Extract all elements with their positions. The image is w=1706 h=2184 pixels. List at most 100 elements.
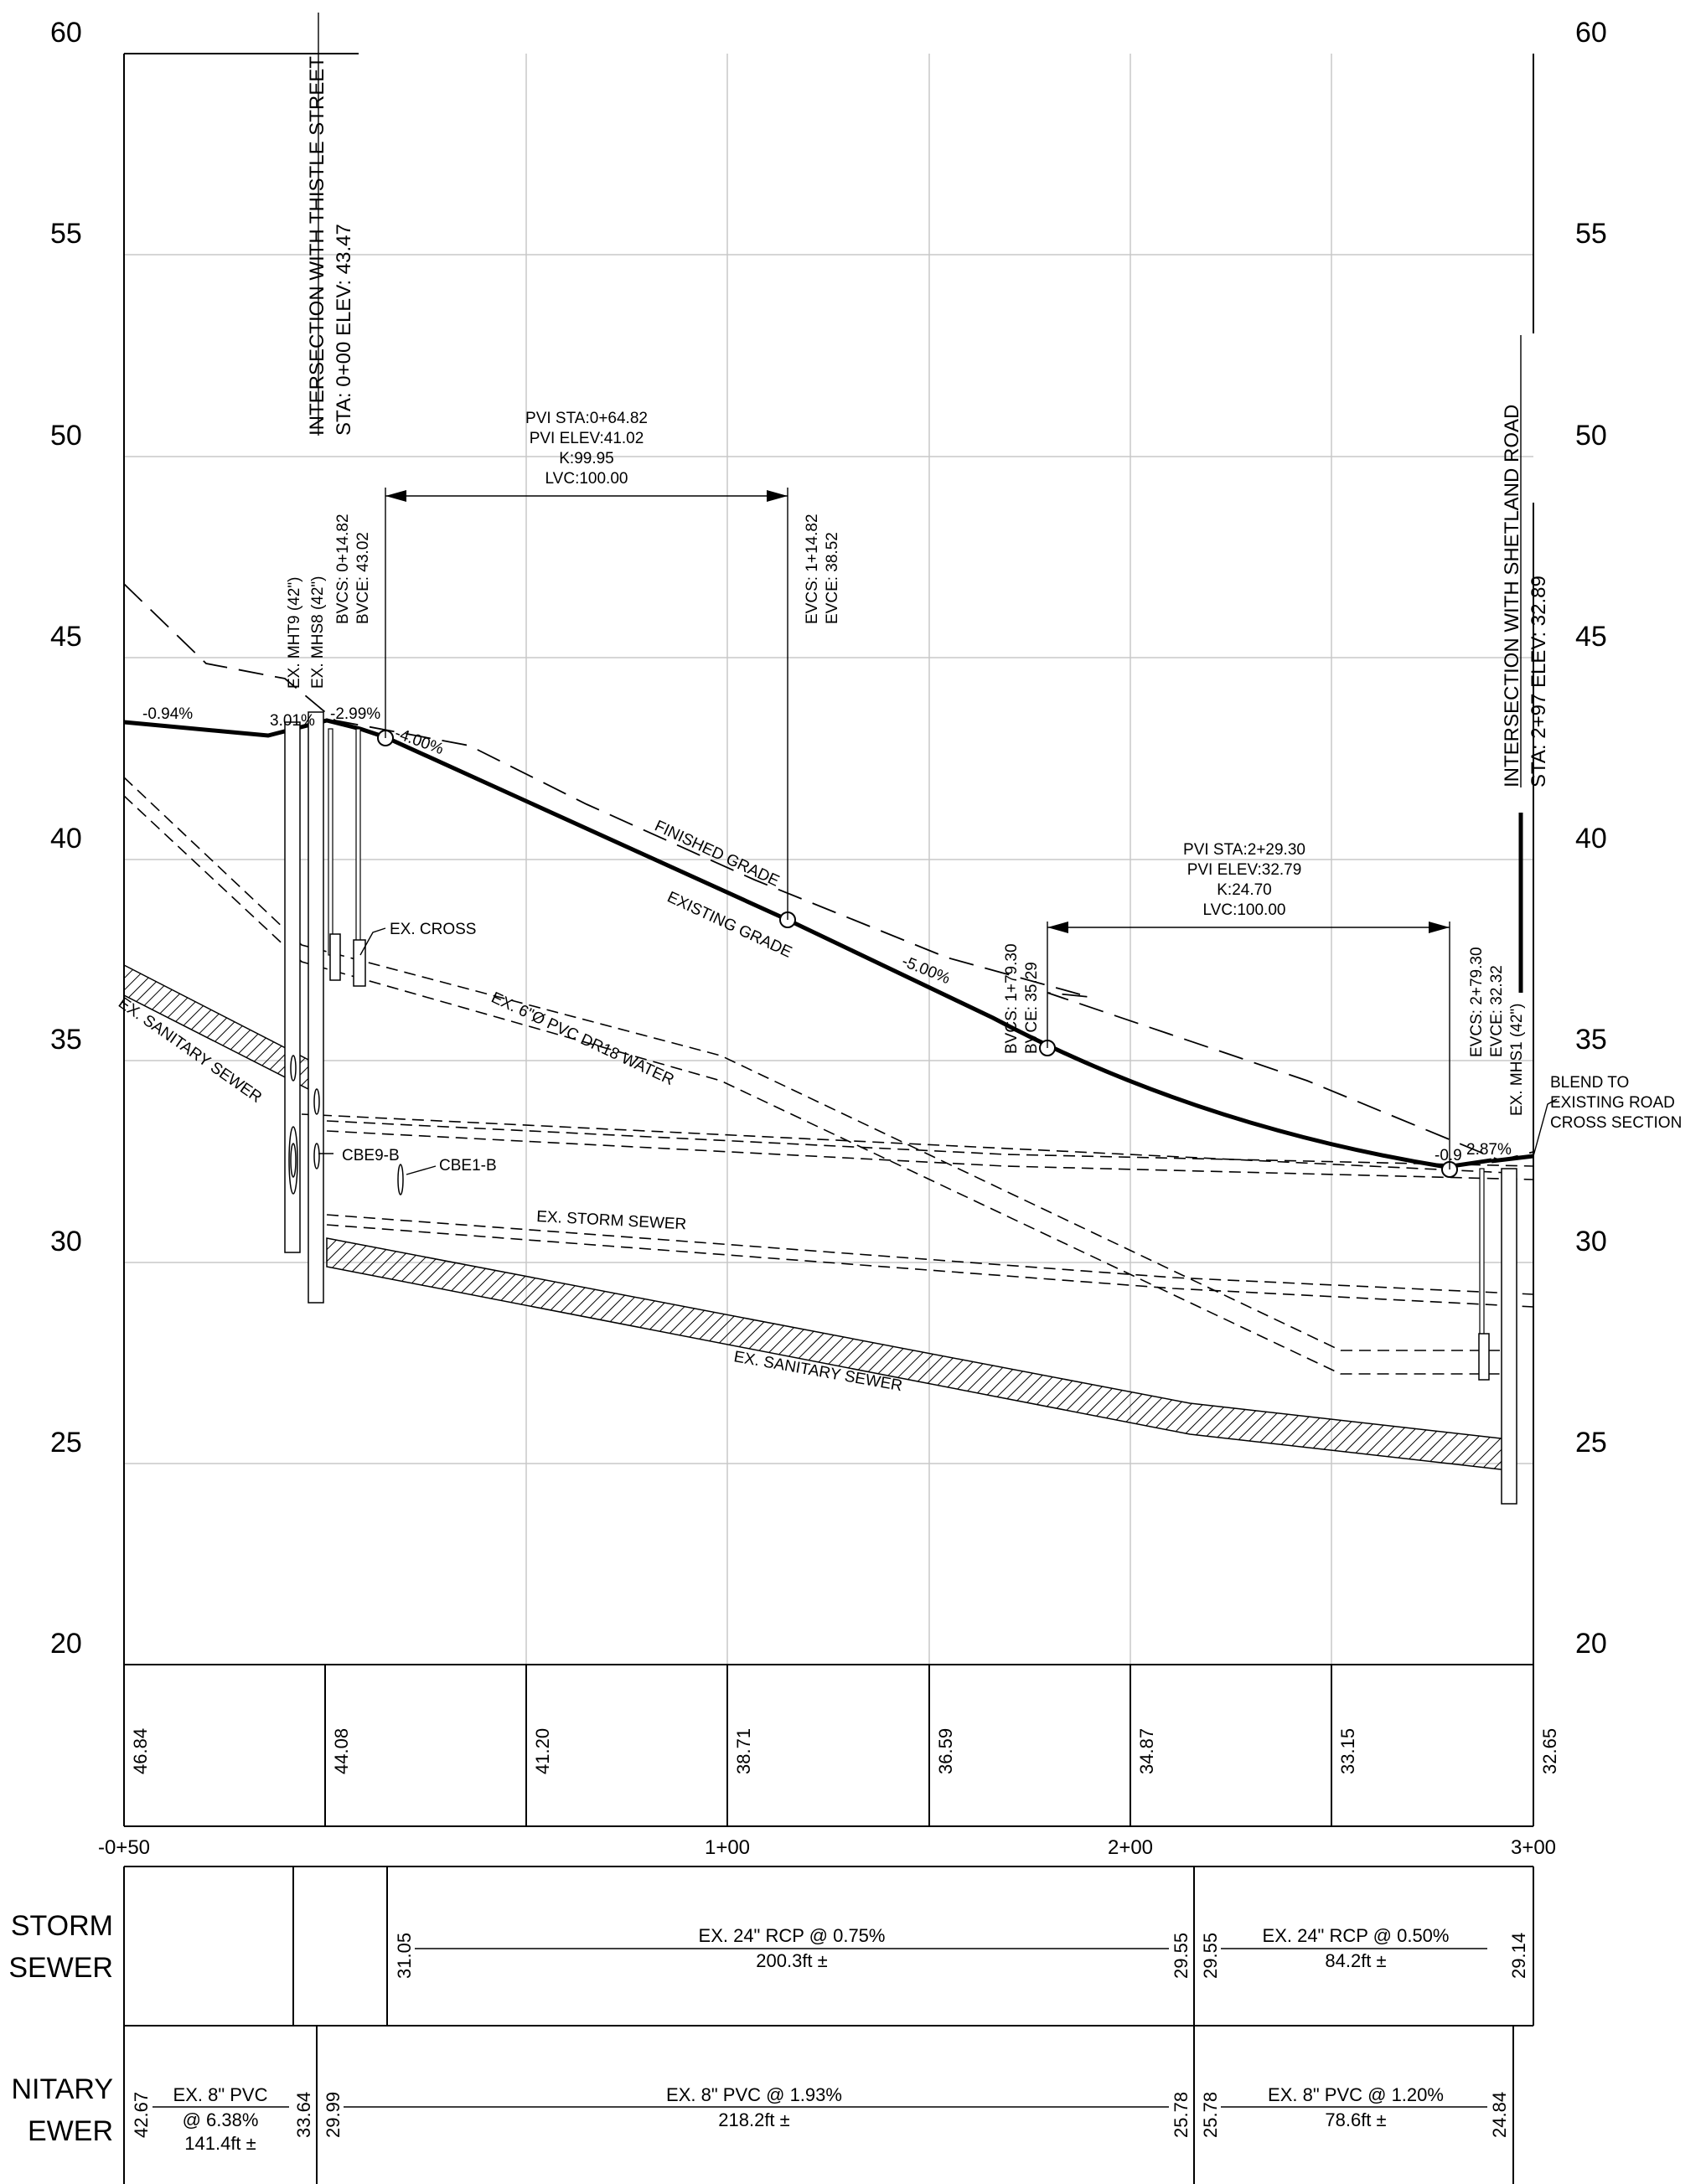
left-axis-label: 55 (50, 218, 82, 250)
ex-cross-label: EX. CROSS (390, 921, 476, 938)
intersection-start-label: INTERSECTION WITH THISTLE STREET STA: 0+… (306, 13, 355, 436)
blend-note-line: EXISTING ROAD (1550, 1094, 1675, 1112)
sanitary-invert: 25.78 (1200, 2092, 1221, 2138)
ground-elevation: 36.59 (935, 1728, 956, 1774)
grade-label: -2.99% (330, 705, 380, 723)
crest-pvi-elev: PVI ELEV:41.02 (530, 430, 644, 447)
left-axis-label: 25 (50, 1427, 82, 1459)
crest-evce-label: EVCE: 38.52 (824, 532, 841, 624)
station-label: 3+00 (1511, 1836, 1556, 1859)
sanitary-invert: 33.64 (293, 2092, 314, 2138)
grade-label: 3.01% (270, 712, 315, 730)
storm-pipe-length: 200.3ft ± (756, 1950, 827, 1971)
manhole-structures (284, 711, 1558, 1505)
ground-elevation: 41.20 (532, 1728, 553, 1774)
grade-label: 2.87% (1466, 1141, 1512, 1159)
intersection-start-sta: STA: 0+00 ELEV: 43.47 (333, 224, 355, 436)
right-axis-label: 35 (1575, 1024, 1607, 1056)
left-elevation-axis: 60 55 50 45 40 35 30 25 20 (50, 17, 82, 1660)
blend-note: BLEND TO EXISTING ROAD CROSS SECTION (1550, 1074, 1682, 1132)
existing-grade-label: EXISTING GRADE (664, 888, 794, 961)
storm-pipe-length: 84.2ft ± (1325, 1950, 1386, 1971)
sag-pvi-sta: PVI STA:2+29.30 (1183, 841, 1305, 859)
storm-sewer-table: STORM SEWER 31.05 EX. 24" RCP @ 0.75% 20… (8, 1866, 1534, 2184)
intersection-end-label: INTERSECTION WITH SHETLAND ROAD STA: 2+9… (1501, 335, 1550, 787)
intersection-end-sta: STA: 2+97 ELEV: 32.89 (1528, 576, 1550, 787)
sag-lvc: LVC:100.00 (1203, 901, 1286, 919)
storm-invert: 31.05 (394, 1933, 415, 1979)
intersection-start-title: INTERSECTION WITH THISTLE STREET (306, 56, 328, 436)
mhs8-label: EX. MHS8 (42") (309, 576, 327, 689)
right-axis-label: 30 (1575, 1226, 1607, 1257)
sag-bvcs-label: BVCS: 1+79.30 (1003, 943, 1021, 1054)
station-axis: -0+50 1+00 2+00 3+00 (98, 1836, 1556, 1859)
storm-pipe-desc: EX. 24" RCP @ 0.75% (699, 1925, 886, 1946)
left-axis-label: 60 (50, 17, 82, 49)
blend-note-line: CROSS SECTION (1550, 1114, 1682, 1132)
ground-elevation: 33.15 (1337, 1728, 1358, 1774)
ground-elevation: 44.08 (331, 1728, 352, 1774)
sag-evce-label: EVCE: 32.32 (1488, 965, 1506, 1057)
intersection-end-title: INTERSECTION WITH SHETLAND ROAD (1501, 405, 1523, 787)
storm-invert: 29.55 (1171, 1933, 1192, 1979)
left-axis-label: 45 (50, 621, 82, 653)
finished-grade-profile (123, 718, 1534, 1169)
storm-sewer-label: STORM (11, 1910, 113, 1942)
crest-bvce-label: BVCE: 43.02 (354, 532, 372, 624)
right-axis-label: 25 (1575, 1427, 1607, 1459)
blend-note-line: BLEND TO (1550, 1074, 1629, 1092)
ground-elevation: 38.71 (733, 1728, 754, 1774)
sanitary-pipe-desc: EX. 8" PVC (173, 2084, 268, 2105)
right-axis-label: 50 (1575, 420, 1607, 452)
sanitary-invert: 24.84 (1489, 2092, 1510, 2138)
right-elevation-axis: 60 55 50 45 40 35 30 25 20 (1575, 17, 1607, 1660)
storm-invert: 29.14 (1508, 1933, 1529, 1979)
cbe1b-label: CBE1-B (439, 1157, 497, 1175)
sanitary-pipe-grade: @ 6.38% (183, 2109, 259, 2130)
sag-pvi-elev: PVI ELEV:32.79 (1187, 861, 1302, 879)
sanitary-pipe-desc: EX. 8" PVC @ 1.20% (1268, 2084, 1444, 2105)
water-main-label: EX. 6"Ø PVC DR18 WATER (489, 989, 677, 1089)
storm-sewer-label: SEWER (8, 1952, 113, 1984)
storm-sewer-label: EX. STORM SEWER (536, 1208, 687, 1233)
sag-pvi-label: PVI STA:2+29.30 PVI ELEV:32.79 K:24.70 L… (1183, 841, 1305, 919)
sag-bvce-label: BVCE: 35.29 (1023, 962, 1041, 1054)
left-axis-label: 50 (50, 420, 82, 452)
storm-invert: 29.55 (1200, 1933, 1221, 1979)
mhs1-label: EX. MHS1 (42") (1508, 1003, 1526, 1116)
sanitary-sewer-label: EWER (28, 2115, 113, 2147)
station-label: -0+50 (98, 1836, 150, 1859)
existing-utilities (123, 777, 1534, 1375)
mht9-label: EX. MHT9 (42") (286, 577, 303, 689)
crest-curve-dimension (385, 488, 788, 920)
sanitary-invert: 25.78 (1171, 2092, 1192, 2138)
profile-frame (123, 53, 1534, 1827)
left-axis-label: 35 (50, 1024, 82, 1056)
right-axis-label: 60 (1575, 17, 1607, 49)
sanitary-pipe-length: 78.6ft ± (1325, 2109, 1386, 2130)
sanitary-invert: 42.67 (131, 2092, 152, 2138)
sag-evcs-label: EVCS: 2+79.30 (1468, 947, 1486, 1057)
station-label: 2+00 (1108, 1836, 1153, 1859)
grade-label: -0.94% (142, 705, 193, 723)
left-axis-label: 40 (50, 823, 82, 854)
right-axis-label: 55 (1575, 218, 1607, 250)
existing-grade-line (123, 583, 1534, 1161)
storm-pipe-desc: EX. 24" RCP @ 0.50% (1263, 1925, 1450, 1946)
crest-bvcs-label: BVCS: 0+14.82 (334, 514, 352, 624)
station-label: 1+00 (705, 1836, 750, 1859)
sag-k: K:24.70 (1217, 881, 1272, 899)
right-axis-label: 40 (1575, 823, 1607, 854)
sanitary-pipe-desc: EX. 8" PVC @ 1.93% (666, 2084, 842, 2105)
grade-label: -0.9 (1435, 1147, 1462, 1164)
ground-elevation: 46.84 (130, 1728, 151, 1774)
left-axis-label: 30 (50, 1226, 82, 1257)
sanitary-pipe-length: 141.4ft ± (184, 2133, 256, 2154)
sag-curve-dimension (1047, 922, 1450, 1169)
finished-grade-label: FINISHED GRADE (652, 817, 782, 890)
sanitary-sewer-label: NITARY (11, 2073, 113, 2105)
ground-elevation-row: 46.84 44.08 41.20 38.71 36.59 34.87 33.1… (130, 1728, 1560, 1774)
left-axis-label: 20 (50, 1628, 82, 1660)
right-axis-label: 45 (1575, 621, 1607, 653)
